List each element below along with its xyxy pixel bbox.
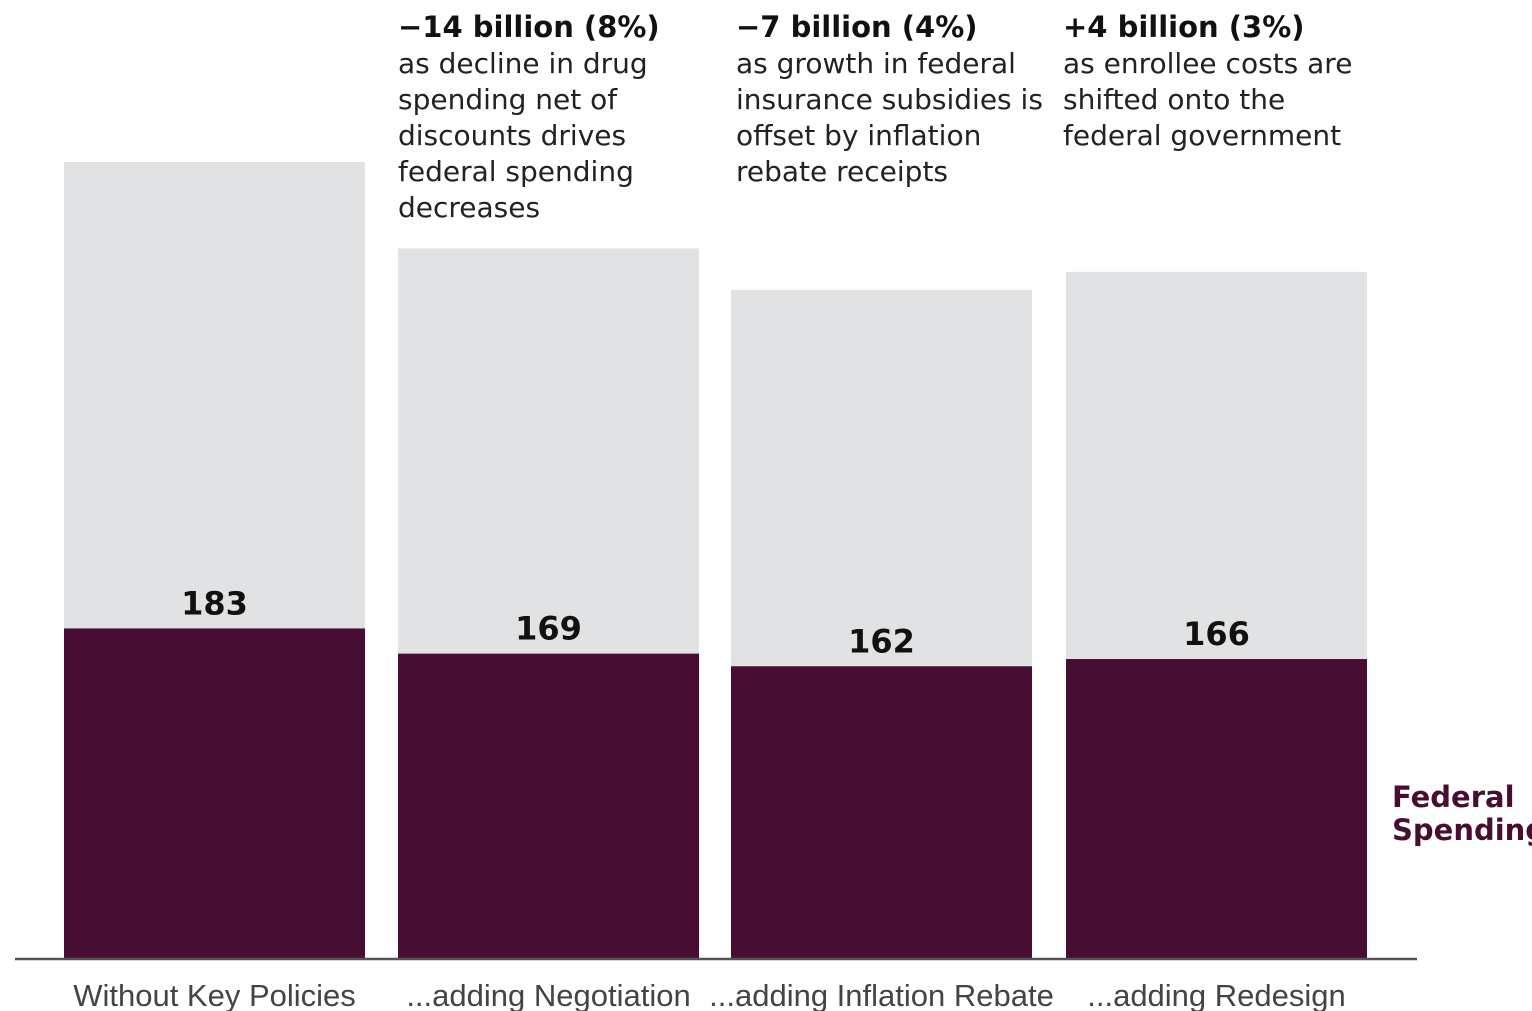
category-label: ...adding Negotiation: [406, 978, 690, 1011]
annotation-headline: +4 billion (3%): [1063, 10, 1305, 44]
annotation-line: offset by inflation: [736, 119, 981, 152]
annotation-line: discounts drives: [398, 119, 626, 152]
federal-spending-bar: [731, 666, 1032, 958]
value-label: 183: [181, 584, 248, 622]
annotation-line: federal spending: [398, 155, 634, 188]
value-label: 166: [1183, 615, 1250, 653]
category-label: ...adding Redesign: [1087, 978, 1346, 1011]
annotation-line: decreases: [398, 191, 540, 224]
category-label: Without Key Policies: [73, 978, 356, 1011]
series-label-line: Federal: [1392, 780, 1515, 814]
federal-spending-bar: [398, 653, 699, 958]
value-label: 162: [848, 622, 915, 660]
series-label-line: Spending: [1392, 813, 1532, 847]
annotation-line: insurance subsidies is: [736, 83, 1043, 116]
annotation-line: federal government: [1063, 119, 1341, 152]
annotation-line: as enrollee costs are: [1063, 47, 1352, 80]
annotation-line: rebate receipts: [736, 155, 948, 188]
federal-spending-bar: [64, 628, 365, 958]
category-label: ...adding Inflation Rebate: [709, 978, 1054, 1011]
value-label: 169: [515, 610, 582, 648]
category-labels-group: Without Key Policies ...adding Negotiatio…: [73, 978, 1346, 1011]
series-label-federal-spending: Federal Spending: [1392, 780, 1532, 847]
federal-spending-bar: [1066, 659, 1367, 958]
bars-group: [64, 162, 1367, 959]
annotation-headline: −7 billion (4%): [736, 10, 978, 44]
annotations-group: −14 billion (8%)as decline in drugspendi…: [398, 10, 1352, 224]
annotation-line: as decline in drug: [398, 47, 648, 80]
value-labels-group: 183 169 162 166: [181, 584, 1250, 660]
annotation-line: spending net of: [398, 83, 618, 116]
annotation-line: shifted onto the: [1063, 83, 1285, 116]
annotation-headline: −14 billion (8%): [398, 10, 660, 44]
annotation-line: as growth in federal: [736, 47, 1016, 80]
